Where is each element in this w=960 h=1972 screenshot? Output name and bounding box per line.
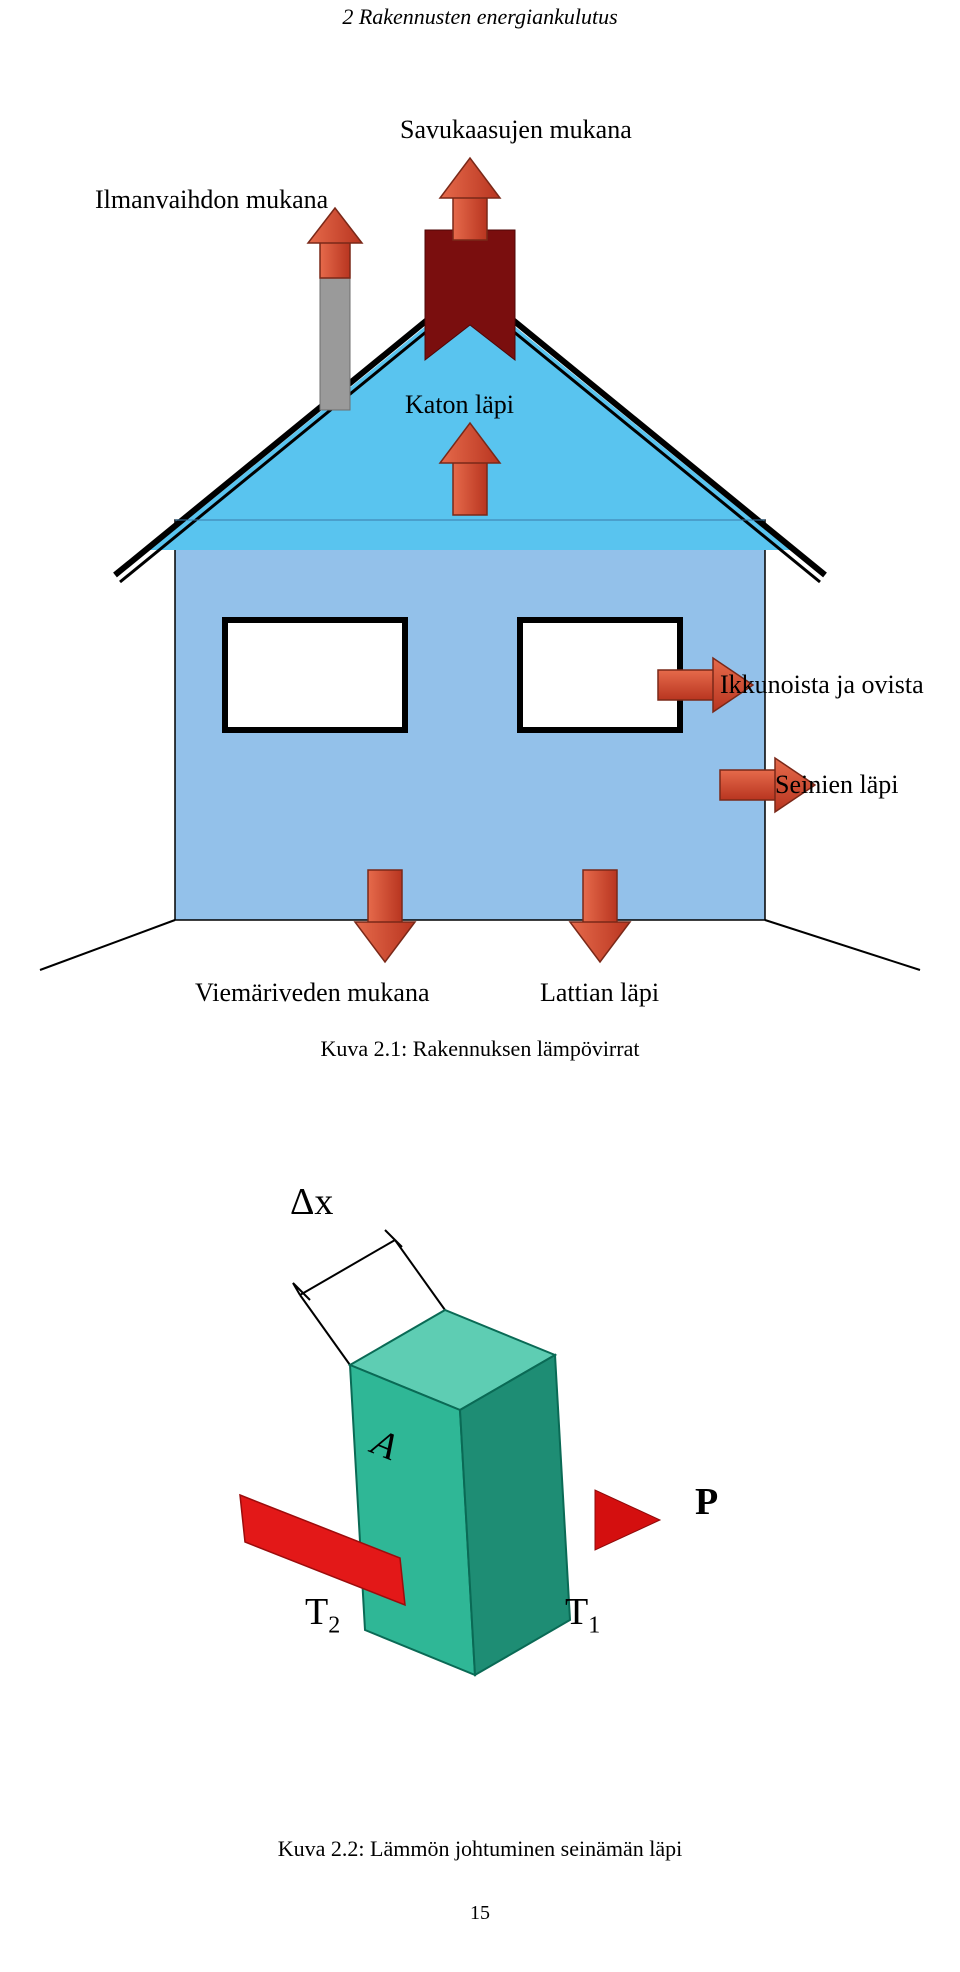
page-header: 2 Rakennusten energiankulutus (0, 0, 960, 30)
label-T2: T2 (305, 1590, 340, 1640)
label-katto: Katon läpi (405, 390, 514, 420)
label-ilmanvaihto: Ilmanvaihdon mukana (95, 185, 328, 215)
label-viemari: Viemäriveden mukana (195, 978, 430, 1008)
label-T1: T1 (565, 1590, 600, 1640)
label-savukaasu: Savukaasujen mukana (400, 115, 632, 145)
label-lattia: Lattian läpi (540, 978, 659, 1008)
figure1-caption: Kuva 2.1: Rakennuksen lämpövirrat (0, 1036, 960, 1062)
label-ikkunat: Ikkunoista ja ovista (720, 670, 924, 700)
page-number: 15 (0, 1902, 960, 1925)
figure-1: Savukaasujen mukana Ilmanvaihdon mukana … (0, 30, 960, 1090)
figure-2: Δx A T2 T1 P (0, 1150, 960, 1830)
slab-diagram (0, 1150, 960, 1770)
label-dx: Δx (290, 1180, 333, 1224)
arrow-chimney (440, 158, 500, 240)
figure2-caption: Kuva 2.2: Lämmön johtuminen seinämän läp… (0, 1836, 960, 1862)
label-seinat: Seinien läpi (775, 770, 898, 800)
label-P: P (695, 1480, 718, 1524)
arrow-vent (308, 208, 362, 278)
